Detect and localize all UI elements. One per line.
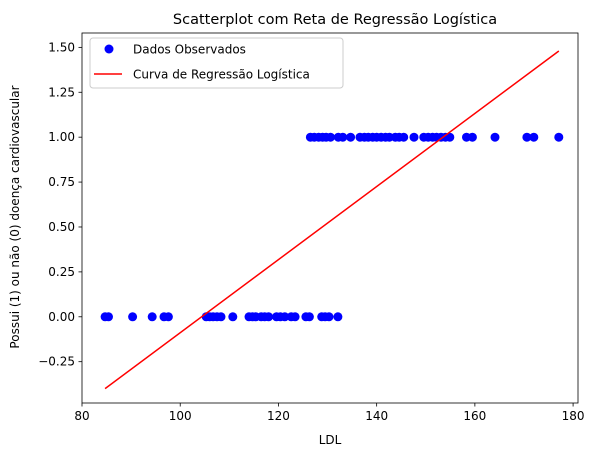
data-point (529, 132, 539, 142)
x-tick-label: 160 (463, 409, 486, 423)
data-point (147, 312, 157, 322)
data-point (326, 132, 335, 142)
data-point (228, 312, 238, 322)
legend-label-scatter: Dados Observados (133, 43, 246, 57)
x-tick-label: 80 (74, 409, 89, 423)
data-point (163, 312, 173, 322)
y-tick-label: 1.25 (48, 85, 75, 99)
y-tick-label: 0.25 (48, 265, 75, 279)
data-point (104, 312, 113, 322)
data-point (333, 312, 343, 322)
data-point (290, 312, 300, 322)
plot-area (100, 50, 564, 390)
data-point (490, 132, 500, 142)
data-point (304, 312, 314, 322)
legend-scatter-marker (104, 44, 114, 54)
data-point (324, 312, 334, 322)
y-tick-label: 0.75 (48, 175, 75, 189)
data-point (445, 132, 455, 142)
data-point (346, 132, 356, 142)
axes-frame (81, 32, 579, 404)
legend: Dados Observados Curva de Regressão Logí… (89, 37, 344, 89)
data-point (280, 312, 290, 322)
y-tick-label: −0.25 (38, 355, 75, 369)
data-point (264, 312, 274, 322)
y-tick-label: 1.00 (48, 130, 75, 144)
x-tick-label: 180 (562, 409, 585, 423)
data-point (522, 132, 532, 142)
data-point (554, 132, 564, 142)
data-point (338, 132, 348, 142)
x-tick-label: 120 (267, 409, 290, 423)
data-point (128, 312, 138, 322)
y-tick-label: 1.50 (48, 40, 75, 54)
legend-box (89, 37, 344, 89)
y-tick-label: 0.00 (48, 310, 75, 324)
regression-line (104, 50, 560, 390)
y-tick-label: 0.50 (48, 220, 75, 234)
x-tick-label: 100 (169, 409, 192, 423)
data-point (409, 132, 419, 142)
x-axis-title: LDL (319, 433, 342, 447)
y-axis-title: Possui (1) ou não (0) doença cardiovascu… (8, 85, 22, 348)
axes: 80 100 120 140 160 180 −0.25 0.00 0.25 0.50 0.75 1.… (38, 32, 585, 423)
data-point (467, 132, 477, 142)
legend-label-line: Curva de Regressão Logística (133, 68, 310, 82)
x-tick-label: 140 (365, 409, 388, 423)
data-point (399, 132, 409, 142)
chart-title: Scatterplot com Reta de Regressão Logíst… (173, 12, 497, 28)
data-point (216, 312, 226, 322)
